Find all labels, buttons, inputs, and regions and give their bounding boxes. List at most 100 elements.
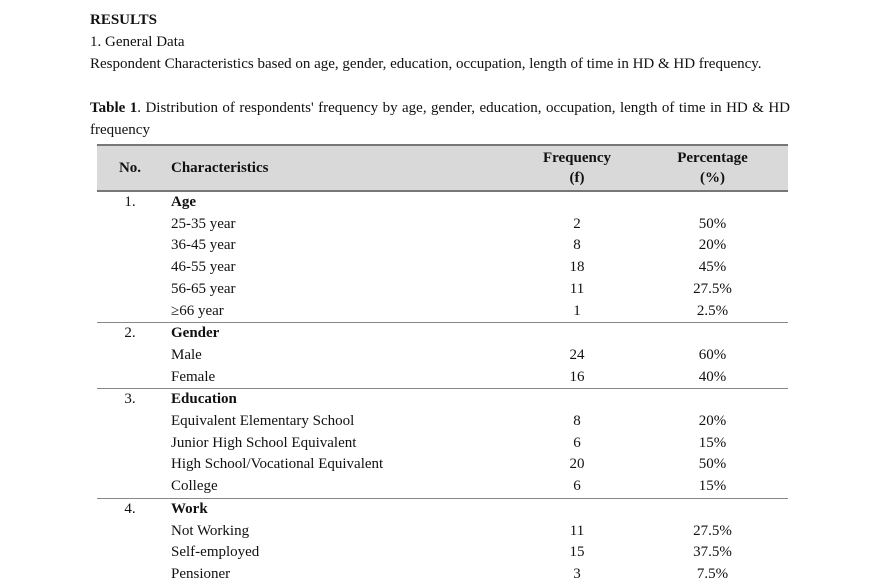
frequency: 20 [569, 456, 585, 473]
frequency: 11 [569, 280, 585, 297]
frequency: 8 [573, 413, 581, 430]
cell [637, 497, 788, 521]
cell [97, 542, 163, 564]
percentage: 50% [698, 456, 727, 473]
frequency: 15 [569, 544, 585, 561]
cell [97, 257, 163, 279]
group-name: Education [163, 388, 517, 412]
cell [97, 411, 163, 433]
data-row: Female 16 40% [97, 367, 788, 389]
characteristic: 25-35 year [171, 215, 236, 232]
group-name: Gender [163, 322, 517, 345]
group-name: Work [163, 497, 517, 521]
column-header: Characteristics [163, 144, 517, 192]
data-row: ≥66 year 1 2.5% [97, 301, 788, 323]
frequency: 6 [573, 434, 581, 451]
cell [97, 367, 163, 389]
data-row: Not Working 11 27.5% [97, 521, 788, 543]
percentage: 45% [698, 259, 727, 276]
data-row: 36-45 year 8 20% [97, 235, 788, 257]
cell [517, 388, 637, 412]
frequency: 16 [569, 368, 585, 385]
column-header: Percentage (%) [637, 144, 788, 192]
percentage: 7.5% [696, 565, 729, 582]
table: No. Characteristics Frequency (f) Percentage… [97, 144, 788, 586]
subheading: 1. General Data [90, 34, 185, 50]
cell [97, 564, 163, 586]
table-body: 1. Age 25-35 year 2 50% 36-45 year 8 20% 46-55 y… [97, 191, 788, 586]
group-number: 4. [97, 497, 163, 521]
characteristic: 36-45 year [171, 237, 236, 254]
cell [97, 454, 163, 476]
header-text: Frequency [542, 150, 612, 166]
cell [517, 497, 637, 521]
characteristic: Self-employed [171, 544, 260, 561]
data-row: College 6 15% [97, 476, 788, 498]
characteristic: Not Working [171, 522, 250, 539]
data-row: Junior High School Equivalent 6 15% [97, 433, 788, 455]
cell [97, 279, 163, 301]
header-text: Characteristics [171, 160, 269, 176]
data-row: Pensioner 3 7.5% [97, 564, 788, 586]
frequency: 24 [569, 346, 585, 363]
group-number: 1. [124, 194, 136, 210]
header-text: Percentage [677, 150, 748, 166]
characteristic: 56-65 year [171, 280, 236, 297]
group-row: 1. Age [97, 191, 788, 214]
frequency: 6 [573, 478, 581, 495]
cell [97, 345, 163, 367]
group-number: 2. [97, 322, 163, 345]
percentage: 27.5% [693, 522, 732, 539]
percentage: 37.5% [693, 544, 732, 561]
cell [97, 214, 163, 236]
cell [97, 521, 163, 543]
cell [97, 235, 163, 257]
characteristic: Male [171, 346, 202, 363]
header-text: No. [118, 160, 142, 176]
cell [637, 191, 788, 214]
data-row: 25-35 year 2 50% [97, 214, 788, 236]
data-row: 56-65 year 11 27.5% [97, 279, 788, 301]
header-row: No. Characteristics Frequency (f) Percentage… [97, 144, 788, 192]
cell [97, 301, 163, 323]
caption-label: Table 1 [90, 100, 138, 116]
characteristic: Junior High School Equivalent [171, 434, 357, 451]
column-header: Frequency (f) [517, 144, 637, 192]
characteristic: 46-55 year [171, 259, 236, 276]
group-name: Age [171, 194, 196, 210]
caption-text: . Distribution of respondents' frequency… [90, 100, 790, 138]
characteristic: Female [171, 368, 216, 385]
cell [97, 433, 163, 455]
column-header: No. [97, 144, 163, 192]
cell [637, 388, 788, 412]
characteristic: Pensioner [171, 565, 231, 582]
frequency: 18 [569, 259, 585, 276]
data-row: 46-55 year 18 45% [97, 257, 788, 279]
frequency: 1 [573, 302, 581, 319]
cell [97, 476, 163, 498]
header-text: (%) [700, 170, 725, 186]
group-row: 4. Work [97, 497, 788, 521]
header-text: (f) [569, 170, 585, 186]
frequency: 8 [573, 237, 581, 254]
cell [517, 322, 637, 345]
characteristic: ≥66 year [171, 302, 224, 319]
cell [517, 191, 637, 214]
cell [637, 322, 788, 345]
percentage: 15% [698, 434, 727, 451]
data-row: High School/Vocational Equivalent 20 50% [97, 454, 788, 476]
group-row: 3. Education [97, 388, 788, 412]
paragraph: Respondent Characteristics based on age,… [90, 56, 762, 72]
heading: RESULTS [90, 12, 157, 28]
frequency: 3 [573, 565, 581, 582]
group-row: 2. Gender [97, 322, 788, 345]
characteristic: High School/Vocational Equivalent [171, 456, 384, 473]
characteristic: College [171, 478, 218, 495]
percentage: 50% [698, 215, 727, 232]
caption: Table 1. Distribution of respondents' fr… [90, 97, 790, 141]
characteristic: Equivalent Elementary School [171, 413, 355, 430]
percentage: 27.5% [693, 280, 732, 297]
frequency: 11 [569, 522, 585, 539]
percentage: 40% [698, 368, 727, 385]
